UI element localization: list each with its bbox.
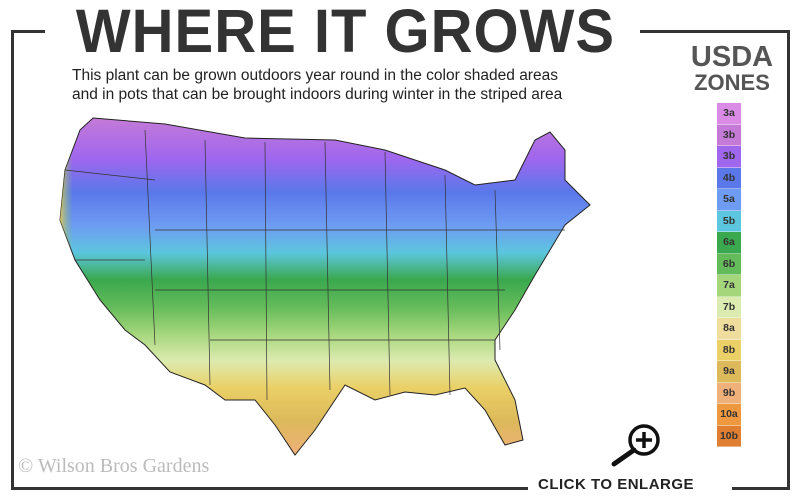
legend-zone-6b: 6b <box>717 253 741 275</box>
click-to-enlarge-link[interactable]: CLICK TO ENLARGE <box>538 476 695 493</box>
legend-zone-8b: 8b <box>717 339 741 361</box>
legend-zone-3a: 3a <box>717 103 741 125</box>
legend-zone-10a: 10a <box>717 404 741 426</box>
legend-zone-4b: 4b <box>717 167 741 189</box>
subtitle-line-2: and in pots that can be brought indoors … <box>72 86 563 103</box>
legend-title: USDA ZONES <box>676 41 788 96</box>
frame-top-left <box>11 30 45 33</box>
legend-zone-9a: 9a <box>717 361 741 383</box>
us-outline <box>59 117 591 456</box>
legend-zone-7b: 7b <box>717 296 741 318</box>
subtitle-line-1: This plant can be grown outdoors year ro… <box>72 67 558 84</box>
page-title: WHERE IT GROWS <box>75 0 616 66</box>
legend-zone-6a: 6a <box>717 232 741 254</box>
legend-zone-3b: 3b <box>717 124 741 146</box>
legend-zone-8a: 8a <box>717 318 741 340</box>
frame-bottom-left <box>11 487 528 490</box>
subtitle: This plant can be grown outdoors year ro… <box>72 66 562 104</box>
legend-title-zones: ZONES <box>694 70 770 95</box>
legend-zone-3b: 3b <box>717 146 741 168</box>
frame-right <box>787 30 790 490</box>
legend-zone-7a: 7a <box>717 275 741 297</box>
legend-zone-5a: 5a <box>717 189 741 211</box>
frame-bottom-right <box>732 487 790 490</box>
legend-title-usda: USDA <box>690 41 774 73</box>
legend-zone-9b: 9b <box>717 382 741 404</box>
magnifier-plus-icon[interactable] <box>608 422 664 468</box>
usda-zone-map[interactable] <box>45 110 605 460</box>
copyright: © Wilson Bros Gardens <box>18 455 210 477</box>
frame-left <box>11 30 14 490</box>
zone-legend: 3a 3b 3b 4b 5a 5b 6a 6b 7a 7b 8a 8b 9a 9b 10a 10b <box>717 103 741 447</box>
legend-zone-5b: 5b <box>717 210 741 232</box>
frame-top-right <box>640 30 790 33</box>
state-borders <box>64 129 565 401</box>
legend-zone-10b: 10b <box>717 425 741 447</box>
west-coast-warm-zone <box>60 110 145 345</box>
